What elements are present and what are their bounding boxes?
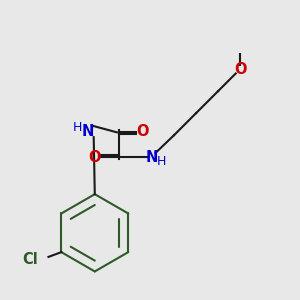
Text: H: H <box>73 121 82 134</box>
Text: N: N <box>146 150 158 165</box>
Text: O: O <box>234 61 246 76</box>
Text: Cl: Cl <box>22 252 38 267</box>
Text: N: N <box>81 124 94 139</box>
Text: H: H <box>157 154 167 167</box>
Text: O: O <box>136 124 149 139</box>
Text: O: O <box>88 150 101 165</box>
